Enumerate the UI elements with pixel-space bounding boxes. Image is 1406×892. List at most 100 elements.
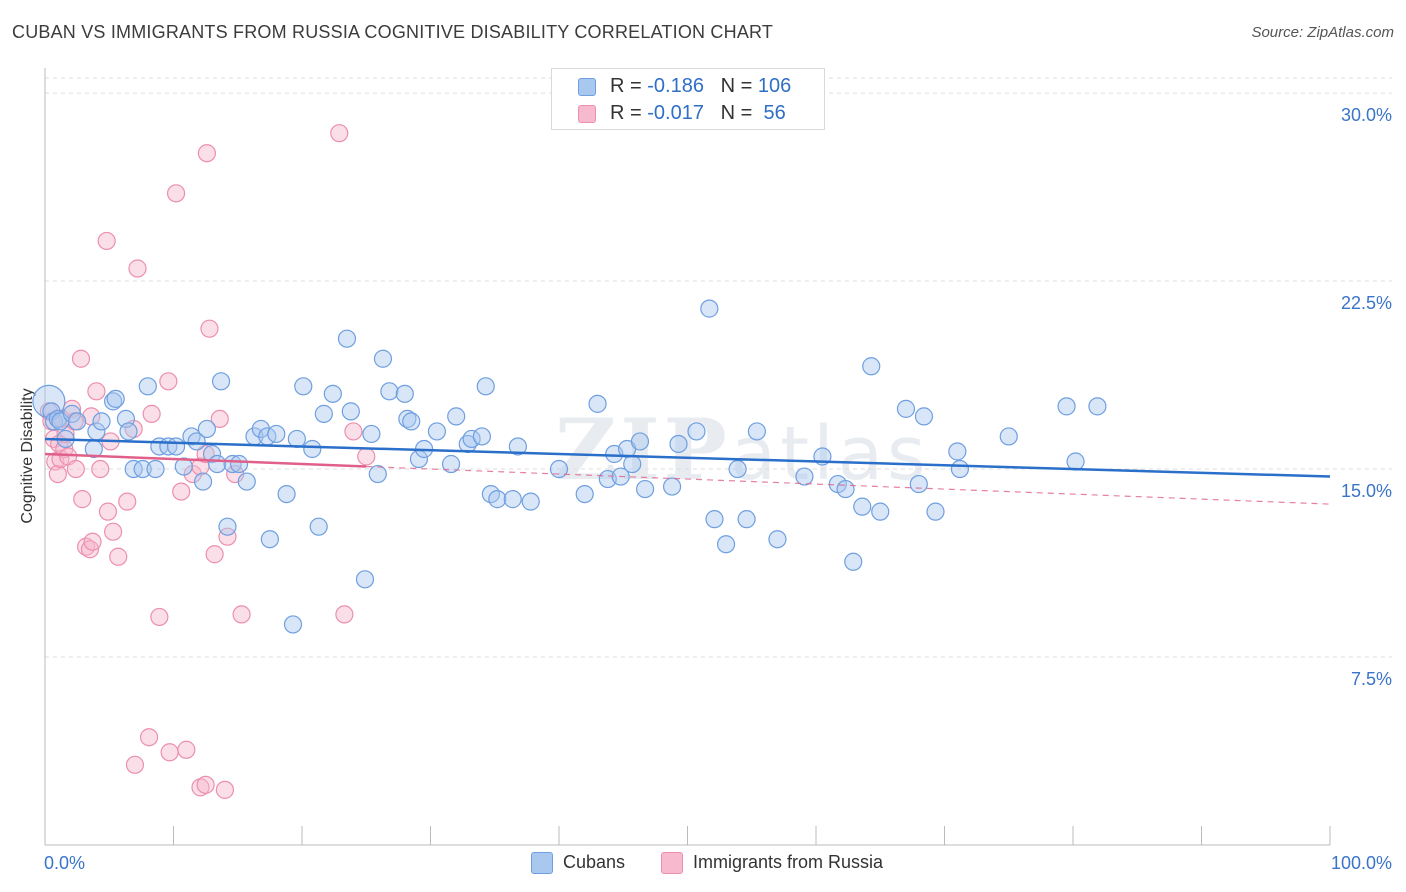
legend-item-russia: Immigrants from Russia: [661, 852, 883, 875]
cubans-point: [92, 412, 111, 431]
cubans-point: [32, 384, 66, 418]
cubans-r-label: R =: [610, 75, 648, 97]
cubans-point: [187, 432, 206, 451]
russia-point: [118, 492, 137, 511]
cubans-point: [1057, 397, 1076, 416]
cubans-point: [747, 422, 766, 441]
cubans-point: [447, 407, 466, 426]
russia-trend-extension: [366, 465, 1331, 505]
cubans-point: [472, 427, 491, 446]
cubans-legend-label: Cubans: [563, 852, 626, 872]
legend-stats: R = -0.186 N = 106 R = -0.017 N = 56: [551, 68, 825, 130]
russia-point: [215, 780, 234, 799]
cubans-point: [630, 432, 650, 451]
cubans-point: [427, 422, 447, 441]
cubans-point: [588, 394, 607, 413]
russia-point: [109, 547, 128, 566]
russia-r-label: R =: [610, 102, 648, 124]
cubans-point: [294, 377, 313, 396]
russia-point: [98, 502, 118, 521]
cubans-point: [549, 459, 569, 479]
chart-title: CUBAN VS IMMIGRANTS FROM RUSSIA COGNITIV…: [12, 22, 774, 42]
cubans-point: [182, 427, 201, 446]
cubans-point: [368, 464, 387, 484]
cubans-point: [737, 510, 756, 529]
russia-point: [200, 319, 219, 338]
russia-point: [142, 404, 161, 423]
cubans-point: [909, 474, 928, 494]
russia-point: [335, 605, 354, 624]
cubans-point: [768, 530, 787, 549]
cubans-point: [862, 357, 881, 376]
cubans-point: [728, 459, 747, 479]
cubans-point: [521, 492, 540, 511]
cubans-point: [267, 424, 286, 444]
legend-item-cubans: Cubans: [531, 852, 626, 875]
russia-point: [205, 545, 224, 564]
cubans-point: [283, 615, 303, 634]
x-tick-label-max: 100.0%: [1331, 853, 1392, 873]
cubans-point: [950, 459, 970, 479]
cubans-point: [218, 517, 237, 536]
russia-point: [160, 743, 179, 762]
cubans-point: [223, 454, 242, 474]
x-tick-label-min: 0.0%: [44, 853, 85, 873]
russia-point: [71, 349, 91, 368]
y-tick-label: 22.5%: [1341, 293, 1392, 313]
russia-point: [83, 532, 102, 551]
cubans-point: [197, 419, 217, 439]
y-tick-label: 15.0%: [1341, 481, 1392, 501]
cubans-point: [836, 479, 855, 499]
cubans-point: [341, 402, 360, 421]
cubans-point: [948, 442, 967, 461]
cubans-point: [323, 384, 342, 403]
cubans-point: [260, 530, 279, 549]
cubans-legend-swatch: [531, 852, 553, 875]
russia-n-value: 56: [757, 102, 786, 124]
russia-point: [104, 522, 123, 541]
cubans-point: [853, 497, 872, 516]
cubans-point: [795, 467, 814, 486]
source-label: Source: ZipAtlas.com: [1251, 24, 1394, 41]
cubans-point: [503, 490, 522, 509]
cubans-point: [999, 427, 1018, 446]
cubans-point: [476, 377, 495, 396]
russia-point: [87, 382, 106, 401]
cubans-point: [705, 510, 724, 529]
cubans-point: [926, 502, 945, 521]
cubans-point: [373, 349, 393, 368]
russia-point: [66, 459, 85, 479]
russia-point: [218, 527, 237, 546]
russia-point: [91, 459, 110, 479]
russia-point: [128, 259, 147, 278]
russia-point: [344, 422, 363, 441]
cubans-point: [174, 457, 193, 476]
cubans-point: [662, 477, 682, 496]
cubans-point: [700, 299, 719, 318]
cubans-point: [138, 377, 157, 396]
cubans-point: [380, 382, 399, 401]
russia-point: [48, 464, 67, 484]
cubans-point: [277, 484, 296, 504]
cubans-point: [119, 422, 138, 441]
russia-point: [232, 605, 251, 624]
cubans-point: [237, 472, 256, 491]
cubans-point: [488, 490, 507, 509]
cubans-point: [146, 459, 165, 479]
cubans-point: [687, 422, 706, 441]
cubans-point: [193, 472, 213, 491]
russia-point: [196, 775, 215, 794]
cubans-point: [844, 552, 863, 571]
cubans-point: [309, 517, 328, 536]
cubans-point: [229, 454, 249, 474]
cubans-point: [896, 399, 916, 418]
cubans-point: [68, 412, 87, 431]
cubans-point: [355, 570, 375, 589]
cubans-point: [508, 437, 527, 456]
cubans-point: [914, 407, 934, 426]
cubans-point: [635, 479, 655, 499]
russia-n-label: N =: [720, 102, 758, 124]
russia-point: [197, 144, 217, 163]
cubans-point: [211, 372, 231, 391]
